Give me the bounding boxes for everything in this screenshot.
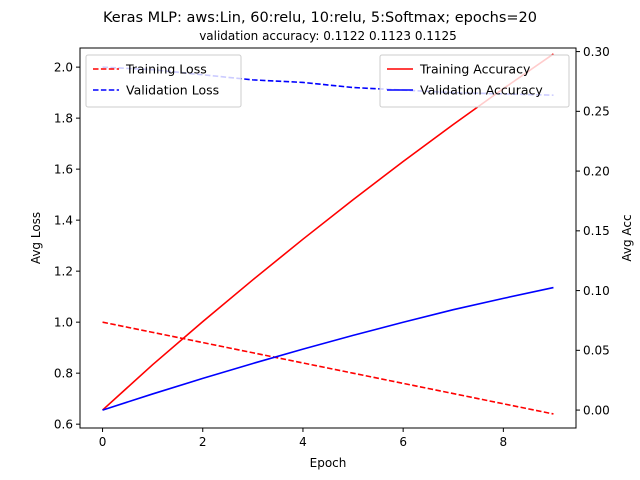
x-axis-label: Epoch (310, 456, 347, 470)
y-left-tick-label: 1.4 (54, 213, 73, 227)
plot-frame (79, 47, 577, 429)
x-tick-label: 2 (199, 435, 207, 449)
x-tick-label: 4 (299, 435, 307, 449)
legend-left (85, 54, 242, 108)
chart-subtitle: validation accuracy: 0.1122 0.1123 0.112… (199, 29, 457, 43)
series-line-training-loss (102, 321, 554, 415)
y-left-tick-label: 0.8 (54, 366, 73, 380)
series-line-validation-accuracy (102, 286, 554, 411)
y-left-tick-label: 1.8 (54, 111, 73, 125)
y-right-tick-label: 0.00 (583, 403, 610, 417)
y-left-tick-label: 1.6 (54, 162, 73, 176)
y-right-tick-label: 0.05 (583, 344, 610, 358)
x-tick-label: 0 (99, 435, 107, 449)
legend-label: Validation Loss (126, 83, 219, 98)
y-left-tick-label: 2.0 (54, 60, 73, 74)
legend-label: Training Loss (125, 62, 207, 77)
legend-label: Training Accuracy (419, 62, 531, 77)
x-tick-label: 8 (500, 435, 508, 449)
y-right-tick-label: 0.15 (583, 224, 610, 238)
y-left-tick-label: 1.2 (54, 264, 73, 278)
legend-right (379, 54, 570, 108)
x-tick-label: 6 (399, 435, 407, 449)
y-left-tick-label: 0.6 (54, 417, 73, 431)
y-axis-label-left: Avg Loss (29, 212, 43, 264)
legend-label: Validation Accuracy (420, 83, 543, 98)
y-right-tick-label: 0.25 (583, 105, 610, 119)
y-right-tick-label: 0.20 (583, 164, 610, 178)
plot-area: 0 2 4 6 8 0.6 0.8 1.0 1.2 1.4 1.6 1.8 2.0 0.00 0.05 0.1… (54, 45, 610, 449)
y-right-tick-label: 0.30 (583, 45, 610, 59)
y-left-tick-label: 1.0 (54, 315, 73, 329)
chart-title: Keras MLP: aws:Lin, 60:relu, 10:relu, 5:… (103, 10, 537, 26)
y-right-tick-label: 0.10 (583, 284, 610, 298)
y-axis-label-right: Avg Acc (620, 214, 634, 261)
